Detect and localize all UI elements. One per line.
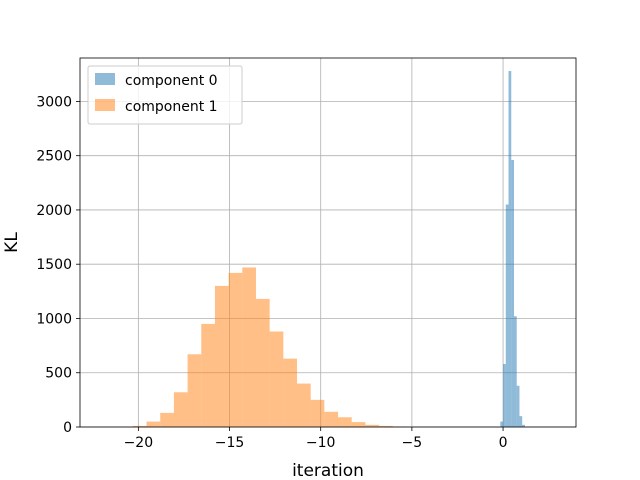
y-tick-label: 3000 <box>36 94 72 110</box>
legend-label-component-1: component 1 <box>125 99 218 115</box>
y-tick-label: 500 <box>45 366 72 382</box>
histogram-bar-component-1 <box>351 422 366 427</box>
histogram-bar-component-1 <box>324 411 339 427</box>
plot-frame <box>79 57 577 428</box>
x-tick-label: −10 <box>306 435 336 451</box>
histogram-bar-component-1 <box>146 421 161 427</box>
histogram-bar-component-0 <box>514 316 517 427</box>
histogram-bar-component-0 <box>511 160 514 428</box>
y-tick-label: 2000 <box>36 203 72 219</box>
histogram-bar-component-1 <box>297 383 311 427</box>
x-tick-label: −20 <box>124 435 154 451</box>
x-tick-label: −5 <box>402 435 423 451</box>
histogram-bar-component-0 <box>505 204 509 427</box>
legend: component 0 component 1 <box>87 65 243 125</box>
x-tick-label: −15 <box>215 435 245 451</box>
legend-label-component-0: component 0 <box>125 73 218 89</box>
ticks: −20 −15 −10 −5 0 0 500 1000 1500 2000 2500 3000 <box>36 94 507 451</box>
legend-swatch-component-1 <box>95 99 115 111</box>
histogram-bar-component-0 <box>508 71 512 427</box>
histogram-bar-component-1 <box>242 267 256 427</box>
y-tick-label: 2500 <box>36 149 72 165</box>
histogram-bar-component-1 <box>283 358 297 427</box>
histogram-bar-component-1 <box>255 298 270 427</box>
histogram-bar-component-1 <box>160 412 174 427</box>
histogram-bar-component-0 <box>503 364 506 427</box>
histogram-bar-component-1 <box>201 323 215 427</box>
histogram-bar-component-1 <box>379 425 393 427</box>
histogram-bar-component-0 <box>519 416 523 427</box>
histogram-bar-component-1 <box>132 425 147 427</box>
histogram-bar-component-0 <box>500 421 504 427</box>
histogram-bar-component-1 <box>187 354 202 427</box>
histogram-bar-component-1 <box>338 417 352 427</box>
y-axis-label: KL <box>2 232 22 253</box>
histogram-bar-component-1 <box>214 285 229 427</box>
histogram-bar-component-1 <box>173 392 188 427</box>
y-tick-label: 1000 <box>36 311 72 327</box>
legend-box <box>87 65 243 125</box>
histogram-bar-component-0 <box>516 385 520 427</box>
x-axis-label: iteration <box>292 461 364 480</box>
histogram-bar-component-0 <box>522 424 525 427</box>
y-tick-label: 1500 <box>36 257 72 273</box>
histogram-bar-component-1 <box>310 399 325 427</box>
x-tick-label: 0 <box>499 435 508 451</box>
bars <box>132 71 525 428</box>
histogram-bar-component-1 <box>228 272 243 427</box>
y-tick-label: 0 <box>63 420 72 436</box>
legend-swatch-component-0 <box>95 73 115 85</box>
histogram-bar-component-1 <box>365 424 380 427</box>
histogram-bar-component-1 <box>269 331 284 427</box>
